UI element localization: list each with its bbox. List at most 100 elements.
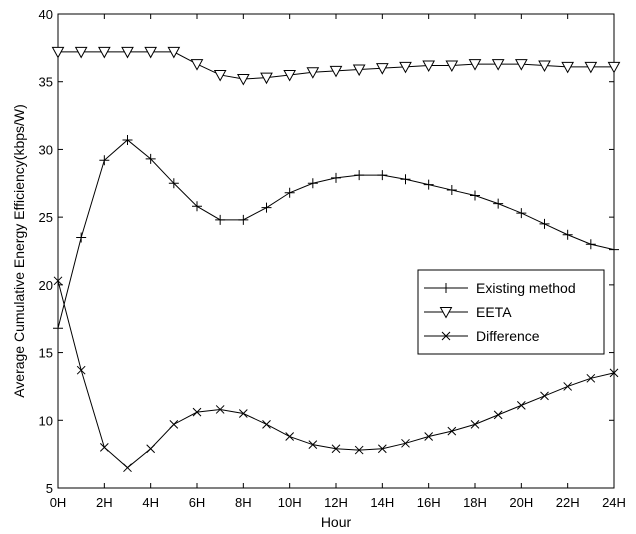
- x-tick-label: 6H: [189, 495, 206, 510]
- y-tick-label: 30: [39, 142, 53, 157]
- y-tick-label: 40: [39, 7, 53, 22]
- legend-label: Existing method: [476, 280, 576, 296]
- data-point: [260, 72, 273, 85]
- x-tick-label: 14H: [370, 495, 394, 510]
- data-point: [331, 444, 341, 454]
- data-point: [561, 61, 575, 74]
- data-point: [215, 214, 226, 225]
- data-point: [76, 365, 86, 375]
- y-axis-label: Average Cumulative Energy Efficiency(kbp…: [11, 104, 27, 398]
- data-point: [377, 444, 387, 454]
- data-point: [586, 373, 596, 383]
- data-point: [540, 391, 549, 401]
- data-point: [609, 244, 619, 255]
- data-point: [308, 440, 318, 450]
- data-point: [168, 178, 179, 189]
- x-axis-label: Hour: [321, 514, 352, 530]
- series-2: [53, 276, 619, 473]
- data-point: [514, 59, 528, 71]
- x-tick-label: 18H: [463, 495, 487, 510]
- data-point: [238, 409, 248, 418]
- x-tick-label: 24H: [602, 495, 626, 510]
- series-1: [51, 46, 621, 86]
- data-point: [516, 401, 526, 410]
- data-point: [99, 443, 109, 452]
- data-point: [352, 64, 366, 77]
- data-point: [400, 174, 411, 185]
- data-point: [354, 445, 364, 455]
- x-tick-label: 2H: [96, 495, 113, 510]
- data-point: [144, 46, 158, 59]
- data-point: [99, 155, 110, 166]
- data-point: [329, 65, 343, 78]
- data-point: [285, 432, 295, 441]
- data-point: [493, 410, 503, 420]
- y-axis: 5 10 15 20 25 30 35 40: [39, 7, 614, 496]
- data-point: [192, 407, 202, 417]
- legend-marker: [441, 283, 451, 293]
- data-point: [354, 170, 365, 181]
- x-axis: 0H 2H 4H 6H 8H 10H 12H 14H 16H 18H 20H 22H 24H: [50, 14, 626, 510]
- data-point: [53, 276, 63, 286]
- data-point: [192, 201, 202, 212]
- data-point: [399, 61, 412, 74]
- x-tick-label: 10H: [278, 495, 302, 510]
- x-tick-label: 8H: [235, 495, 252, 510]
- data-point: [422, 60, 436, 73]
- data-point: [446, 185, 457, 196]
- legend-label: EETA: [476, 304, 512, 320]
- data-point: [190, 59, 204, 71]
- data-point: [562, 229, 573, 240]
- legend-label: Difference: [476, 328, 540, 344]
- data-point: [284, 187, 295, 198]
- data-point: [306, 67, 320, 79]
- x-tick-label: 22H: [556, 495, 580, 510]
- data-point: [123, 463, 132, 473]
- data-point: [236, 74, 250, 86]
- data-point: [445, 60, 459, 73]
- data-point: [307, 178, 318, 189]
- data-point: [145, 153, 156, 164]
- data-point: [607, 61, 621, 74]
- data-point: [401, 438, 410, 448]
- data-point: [97, 46, 111, 59]
- y-tick-label: 20: [39, 278, 53, 293]
- data-point: [424, 432, 434, 441]
- x-tick-label: 4H: [142, 495, 159, 510]
- data-point: [53, 323, 63, 334]
- data-point: [538, 60, 551, 73]
- data-point: [377, 170, 388, 181]
- legend-marker: [439, 307, 453, 319]
- data-point: [491, 59, 505, 71]
- data-point: [167, 46, 181, 59]
- plot-area: [57, 13, 615, 489]
- data-point: [609, 368, 619, 378]
- data-point: [238, 214, 249, 225]
- legend-marker: [441, 331, 451, 341]
- data-point: [423, 179, 434, 190]
- data-point: [213, 69, 227, 82]
- x-tick-label: 12H: [324, 495, 348, 510]
- data-point: [169, 419, 179, 429]
- data-point: [51, 46, 65, 59]
- data-point: [146, 444, 156, 454]
- data-point: [283, 69, 297, 82]
- data-point: [563, 382, 573, 391]
- data-point: [539, 218, 550, 229]
- series-layer: [51, 46, 621, 473]
- data-point: [76, 232, 87, 243]
- x-tick-label: 0H: [50, 495, 67, 510]
- y-tick-label: 15: [39, 346, 53, 361]
- data-point: [215, 405, 225, 414]
- data-point: [516, 208, 527, 219]
- data-point: [121, 46, 134, 59]
- y-tick-label: 35: [39, 75, 53, 90]
- data-point: [584, 61, 598, 74]
- data-point: [447, 426, 457, 436]
- x-tick-label: 16H: [417, 495, 441, 510]
- x-tick-label: 20H: [509, 495, 533, 510]
- data-point: [470, 190, 480, 201]
- y-tick-label: 10: [39, 413, 53, 428]
- y-tick-label: 5: [46, 481, 53, 496]
